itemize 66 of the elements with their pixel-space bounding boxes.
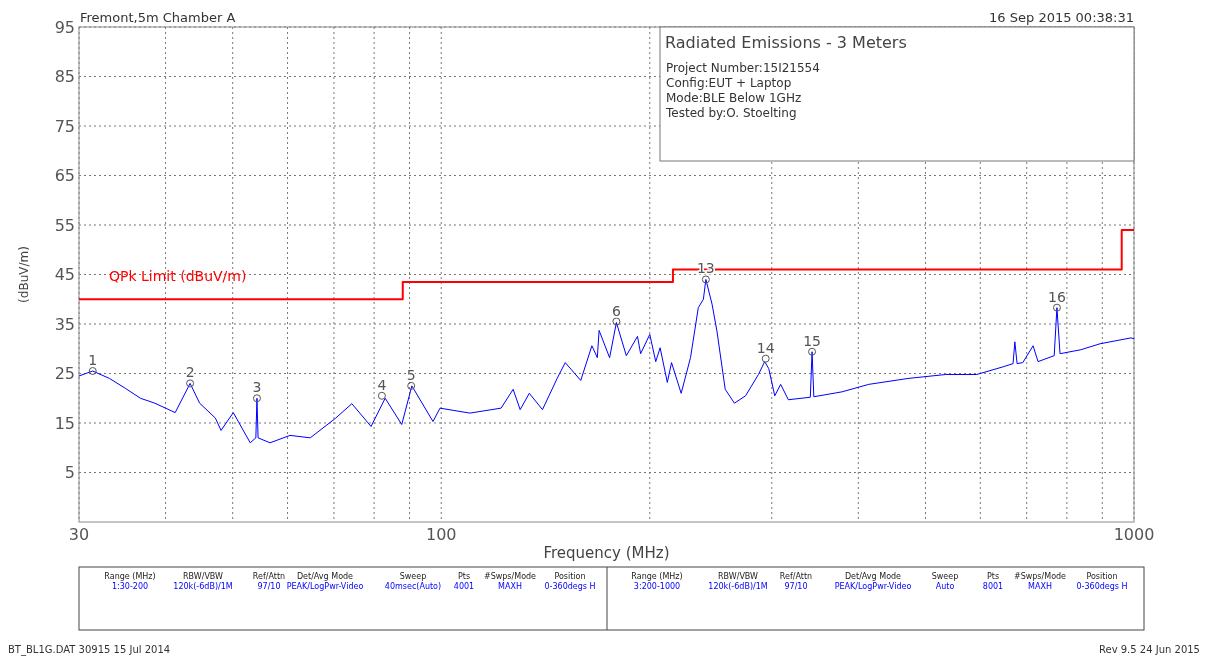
y-tick-label: 75 <box>54 116 75 136</box>
text: MAXH <box>498 582 522 591</box>
x-tick-label: 30 <box>68 525 90 544</box>
y-tick-label: 45 <box>54 265 75 285</box>
text: 0-360degs H <box>1076 582 1128 591</box>
y-tick-label: 65 <box>54 166 75 186</box>
y-tick-label: 5 <box>64 463 75 483</box>
annotation: Mode:BLE Below 1GHz <box>666 91 802 105</box>
x-tick-label: 100 <box>425 525 457 544</box>
text: RBW/VBW <box>718 572 759 581</box>
annotation: 15 <box>803 332 821 349</box>
text: MAXH <box>1028 582 1052 591</box>
y-tick-label: 85 <box>54 67 75 87</box>
series-label: QPk Limit (dBuV/m) <box>109 268 247 285</box>
text: Det/Avg Mode <box>844 572 902 581</box>
annotation: Config:EUT + Laptop <box>666 76 792 90</box>
text: Position <box>1086 572 1118 581</box>
text: Sweep <box>931 572 959 581</box>
text: 120k(-6dB)/1M <box>708 582 768 591</box>
text: RBW/VBW <box>183 572 224 581</box>
text: PEAK/LogPwr-Video <box>286 582 364 591</box>
annotation: 6 <box>611 302 621 319</box>
y-tick-label: 95 <box>54 17 75 37</box>
text: Ref/Attn <box>252 572 286 581</box>
annotation: 3 <box>252 379 262 396</box>
text: BT_BL1G.DAT 30915 15 Jul 2014 <box>8 644 171 656</box>
annotation: 5 <box>406 366 416 383</box>
annotation: 4 <box>377 376 387 393</box>
text: Pts <box>457 572 471 581</box>
x-tick-label: 1000 <box>1113 525 1155 544</box>
text: Det/Avg Mode <box>296 572 354 581</box>
text: #Swps/Mode <box>483 572 537 581</box>
text: Sweep <box>399 572 427 581</box>
chart-title: Radiated Emissions - 3 Meters <box>665 33 907 52</box>
y-tick-label: 25 <box>54 364 75 384</box>
text: Range (MHz) <box>631 572 683 581</box>
text: Fremont,5m Chamber A <box>80 10 236 25</box>
annotation: 14 <box>756 339 775 356</box>
text: 0-360degs H <box>544 582 596 591</box>
text: PEAK/LogPwr-Video <box>834 582 912 591</box>
text: 97/10 <box>784 582 808 591</box>
text: Range (MHz) <box>104 572 156 581</box>
y-tick-label: 35 <box>54 314 75 334</box>
annotation: 16 <box>1048 288 1066 305</box>
y-tick-label: 15 <box>54 413 75 433</box>
annotation: Tested by:O. Stoelting <box>665 106 797 120</box>
text: 40msec(Auto) <box>384 582 442 591</box>
text: 1:30-200 <box>111 582 149 591</box>
text: Ref/Attn <box>779 572 813 581</box>
x-axis-title: Frequency (MHz) <box>543 544 670 562</box>
text: Rev 9.5 24 Jun 2015 <box>1099 644 1200 655</box>
text: 4001 <box>453 582 475 591</box>
text: Auto <box>935 582 955 591</box>
y-tick-label: 55 <box>54 215 75 235</box>
text: Pts <box>986 572 1000 581</box>
annotation: Project Number:15I21554 <box>666 61 820 75</box>
text: 120k(-6dB)/1M <box>173 582 233 591</box>
text: Position <box>554 572 586 581</box>
text: #Swps/Mode <box>1013 572 1067 581</box>
text: 16 Sep 2015 00:38:31 <box>989 10 1134 25</box>
text: 3:200-1000 <box>633 582 681 591</box>
text: 97/10 <box>257 582 281 591</box>
annotation: 2 <box>185 364 195 381</box>
y-axis-title: (dBuV/m) <box>17 246 31 303</box>
annotation: 1 <box>88 352 98 369</box>
text: 8001 <box>982 582 1004 591</box>
